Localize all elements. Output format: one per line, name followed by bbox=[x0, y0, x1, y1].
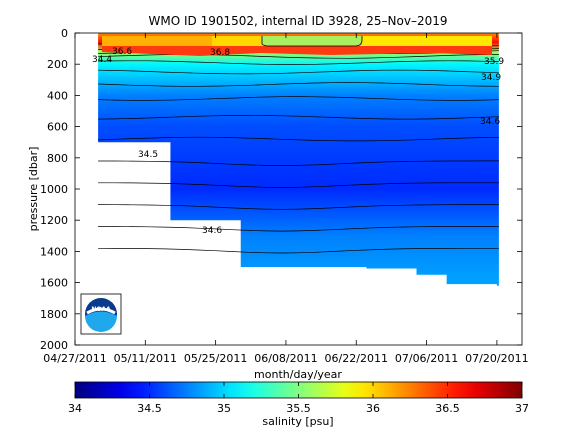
data-layer: 34.436.6 36.8 35.9 34.9 34.6 34.5 34.6 bbox=[92, 33, 504, 286]
contour-line bbox=[98, 69, 499, 75]
y-tick-label: 2000 bbox=[40, 339, 68, 352]
y-tick-label: 200 bbox=[47, 58, 68, 71]
contour-line bbox=[98, 247, 499, 254]
x-axis-label: month/day/year bbox=[254, 368, 342, 381]
colorbar-tick-label: 35.5 bbox=[286, 402, 311, 415]
x-tick-label: 06/22/2011 bbox=[325, 352, 388, 365]
chart-title: WMO ID 1901502, internal ID 3928, 25–Nov… bbox=[149, 14, 448, 28]
x-tick-label: 07/06/2011 bbox=[395, 352, 458, 365]
y-tick-label: 1600 bbox=[40, 277, 68, 290]
contour-line bbox=[98, 54, 499, 59]
y-tick-label: 1400 bbox=[40, 245, 68, 258]
noaa-logo-text: NOAA bbox=[91, 306, 111, 313]
y-tick-label: 1800 bbox=[40, 308, 68, 321]
contour-labels: 34.436.6 36.8 35.9 34.9 34.6 34.5 34.6 bbox=[92, 47, 504, 236]
contour-label: 34.5 bbox=[138, 150, 158, 160]
contour-line bbox=[98, 96, 499, 101]
colorbar-tick-label: 37 bbox=[515, 402, 529, 415]
x-tick-label: 04/27/2011 bbox=[43, 352, 106, 365]
colorbar-tick-label: 34 bbox=[68, 402, 82, 415]
colorbar-tick-label: 34.5 bbox=[137, 402, 162, 415]
contour-label: 36.8 bbox=[210, 48, 230, 58]
y-axis-label: pressure [dbar] bbox=[27, 147, 40, 232]
contour-label: 34.9 bbox=[481, 73, 501, 83]
contour-line bbox=[98, 115, 499, 120]
surface-patch-red bbox=[102, 46, 492, 56]
colorbar-tick-label: 35 bbox=[217, 402, 231, 415]
noaa-logo: NOAA bbox=[80, 293, 122, 335]
contour-line bbox=[98, 136, 499, 142]
contour-label: 34.6 bbox=[202, 226, 222, 236]
surface-patch-green bbox=[262, 36, 362, 48]
colorbar-tick-label: 36 bbox=[366, 402, 380, 415]
colorbar-ticks: 34 34.5 35 35.5 36 36.5 37 bbox=[68, 382, 529, 415]
contour-label: 34.6 bbox=[480, 117, 500, 127]
y-axis-ticks: 0 200 400 600 800 1000 1200 1400 1600 1800 2000 bbox=[40, 27, 522, 352]
x-tick-label: 05/25/2011 bbox=[184, 352, 247, 365]
y-tick-label: 600 bbox=[47, 121, 68, 134]
colorbar-label: salinity [psu] bbox=[262, 415, 333, 428]
y-tick-label: 1200 bbox=[40, 214, 68, 227]
contour-label: 36.6 bbox=[112, 47, 132, 57]
contour-line bbox=[98, 60, 499, 65]
x-tick-label: 05/11/2011 bbox=[114, 352, 177, 365]
contour-line bbox=[98, 82, 499, 87]
colorbar-tick-label: 36.5 bbox=[435, 402, 460, 415]
surface-patch-yellow-right bbox=[362, 36, 492, 46]
x-tick-label: 07/20/2011 bbox=[465, 352, 528, 365]
surface-patch-orange bbox=[102, 36, 212, 46]
contour-label: 35.9 bbox=[484, 57, 504, 67]
y-tick-label: 800 bbox=[47, 152, 68, 165]
contour-line bbox=[98, 226, 499, 232]
x-tick-label: 06/08/2011 bbox=[254, 352, 317, 365]
contour-label: 34.4 bbox=[92, 55, 112, 65]
contour-line bbox=[98, 182, 499, 188]
x-axis-ticks: 04/27/2011 05/11/2011 05/25/2011 06/08/2011… bbox=[43, 33, 529, 365]
surface-patch-contour-green bbox=[261, 36, 363, 47]
surface-patch-yellow bbox=[212, 36, 262, 46]
y-tick-label: 1000 bbox=[40, 183, 68, 196]
y-tick-label: 0 bbox=[61, 27, 68, 40]
salinity-field bbox=[98, 33, 499, 286]
contour-line bbox=[98, 160, 499, 166]
y-tick-label: 400 bbox=[47, 89, 68, 102]
contour-line bbox=[98, 204, 499, 210]
surface-patches bbox=[102, 36, 492, 56]
